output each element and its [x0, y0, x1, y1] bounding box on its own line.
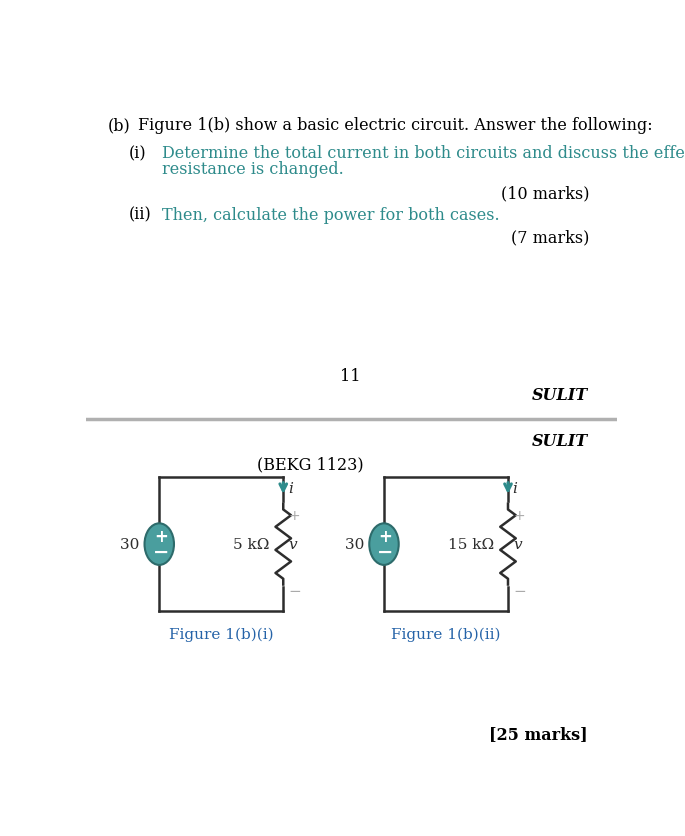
Text: −: − — [288, 584, 301, 599]
Text: Figure 1(b)(i): Figure 1(b)(i) — [169, 627, 273, 641]
Text: SULIT: SULIT — [532, 432, 588, 450]
Text: 11: 11 — [340, 368, 361, 385]
Text: −: − — [377, 543, 394, 562]
Text: Determine the total current in both circuits and discuss the effect of voltage i: Determine the total current in both circ… — [162, 145, 685, 162]
Text: +: + — [154, 528, 168, 546]
Text: Then, calculate the power for both cases.: Then, calculate the power for both cases… — [162, 206, 499, 223]
Ellipse shape — [369, 523, 399, 565]
Text: 15 kΩ: 15 kΩ — [448, 538, 494, 552]
Text: Figure 1(b)(ii): Figure 1(b)(ii) — [391, 627, 501, 641]
Text: −: − — [514, 584, 526, 599]
Text: 5 kΩ: 5 kΩ — [233, 538, 269, 552]
Text: resistance is changed.: resistance is changed. — [162, 161, 343, 177]
Text: i: i — [512, 481, 518, 495]
Text: SULIT: SULIT — [532, 386, 588, 404]
Text: −: − — [153, 543, 169, 562]
Text: v: v — [288, 538, 297, 552]
Text: 30 V: 30 V — [120, 538, 155, 552]
Text: +: + — [379, 528, 393, 546]
Text: (b): (b) — [108, 117, 130, 135]
Text: (ii): (ii) — [128, 206, 151, 223]
Text: (7 marks): (7 marks) — [511, 230, 589, 247]
Text: v: v — [514, 538, 522, 552]
Text: +: + — [514, 508, 525, 522]
Text: +: + — [288, 508, 300, 522]
Text: [25 marks]: [25 marks] — [489, 725, 588, 742]
Text: (i): (i) — [128, 145, 146, 162]
Ellipse shape — [145, 523, 174, 565]
Text: Figure 1(b) show a basic electric circuit. Answer the following:: Figure 1(b) show a basic electric circui… — [138, 117, 653, 135]
Text: 30 V: 30 V — [345, 538, 380, 552]
Text: (BEKG 1123): (BEKG 1123) — [257, 456, 364, 472]
Text: (10 marks): (10 marks) — [501, 185, 589, 202]
Text: i: i — [288, 481, 292, 495]
